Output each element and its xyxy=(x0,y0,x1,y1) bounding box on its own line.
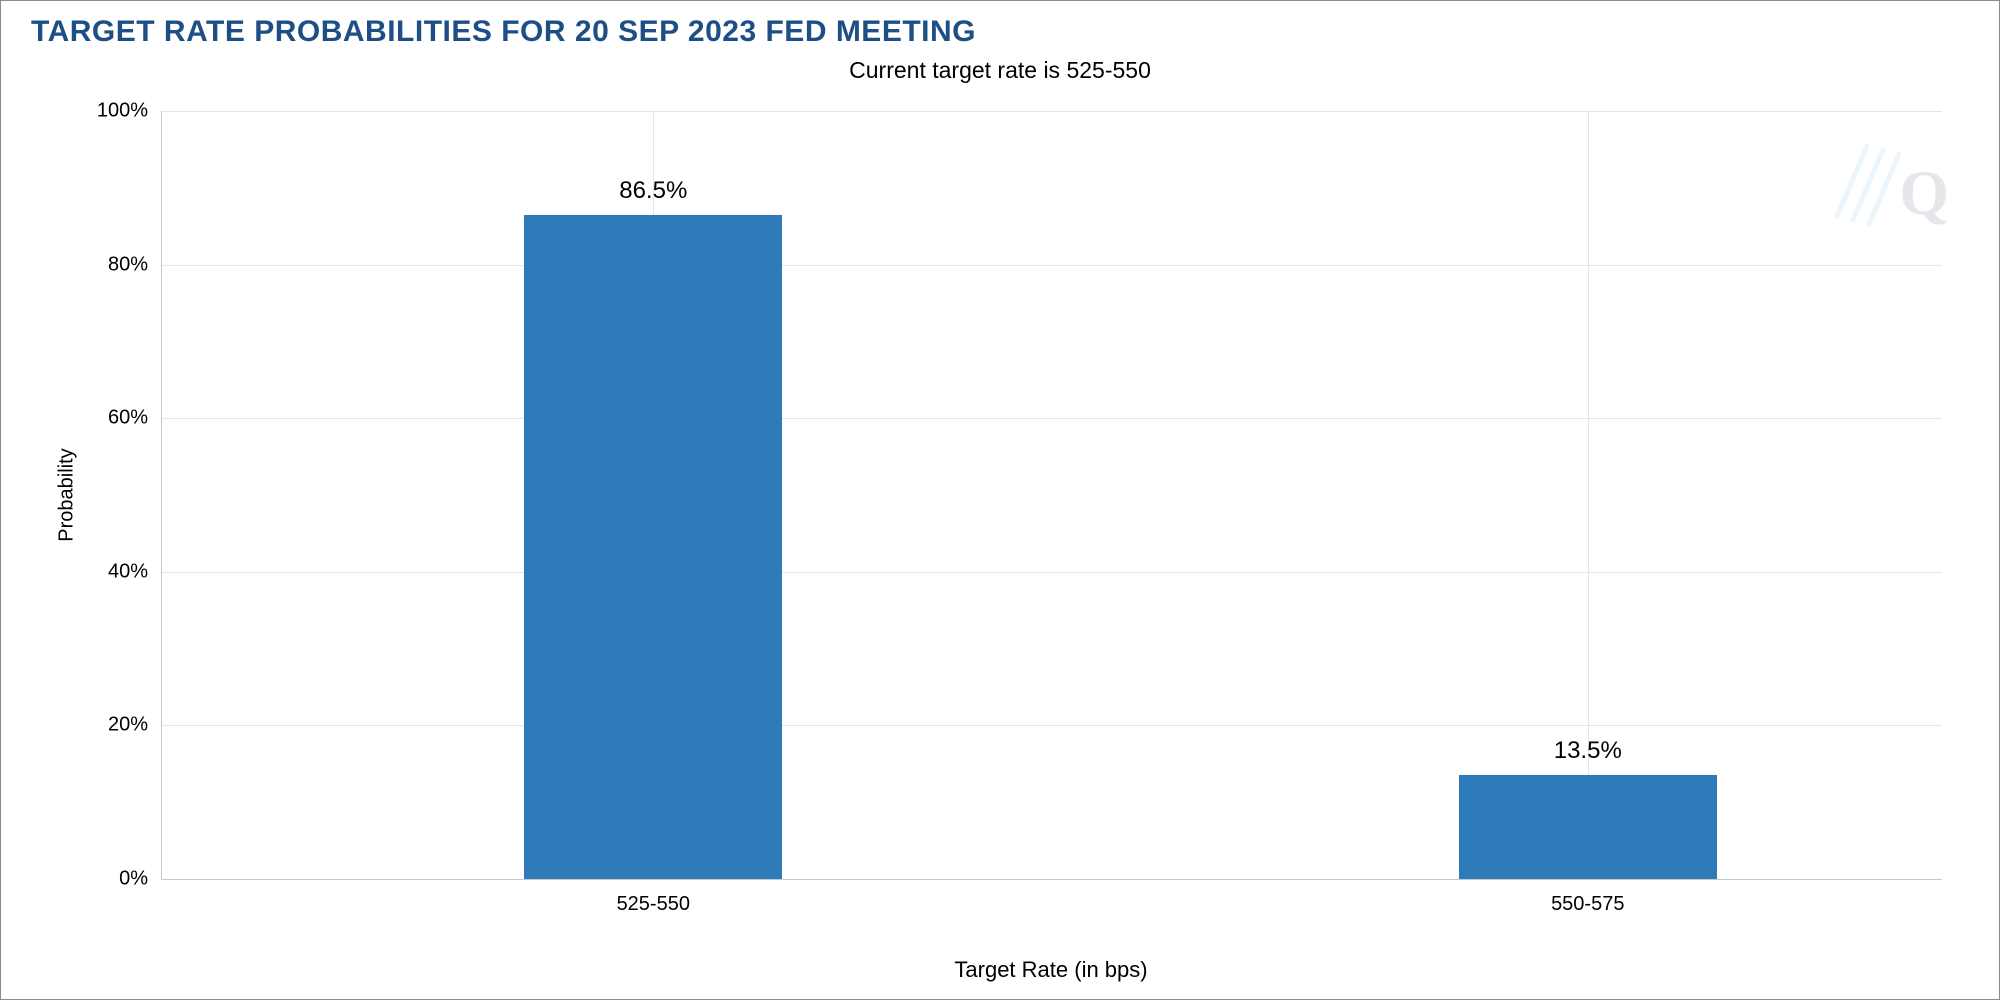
gridline xyxy=(162,265,1942,266)
y-tick-label: 80% xyxy=(108,253,162,276)
x-tick-label: 550-575 xyxy=(1551,879,1624,916)
gridline xyxy=(162,418,1942,419)
bar xyxy=(524,215,782,879)
gridline xyxy=(162,725,1942,726)
y-tick-label: 0% xyxy=(119,868,162,891)
chart-frame: TARGET RATE PROBABILITIES FOR 20 SEP 202… xyxy=(0,0,2000,1000)
chart-subtitle: Current target rate is 525-550 xyxy=(1,57,1999,84)
bar xyxy=(1459,775,1717,879)
bar-value-label: 13.5% xyxy=(1554,737,1622,775)
bar-value-label: 86.5% xyxy=(619,177,687,215)
y-tick-label: 60% xyxy=(108,407,162,430)
y-tick-label: 40% xyxy=(108,560,162,583)
x-axis-label: Target Rate (in bps) xyxy=(954,957,1147,983)
gridline xyxy=(162,572,1942,573)
plot-area: 0%20%40%60%80%100%86.5%525-55013.5%550-5… xyxy=(161,111,1942,880)
y-tick-label: 100% xyxy=(97,100,162,123)
chart-title: TARGET RATE PROBABILITIES FOR 20 SEP 202… xyxy=(31,15,976,49)
x-tick-label: 525-550 xyxy=(617,879,690,916)
y-axis-label: Probability xyxy=(56,448,79,541)
y-tick-label: 20% xyxy=(108,714,162,737)
gridline xyxy=(162,111,1942,112)
